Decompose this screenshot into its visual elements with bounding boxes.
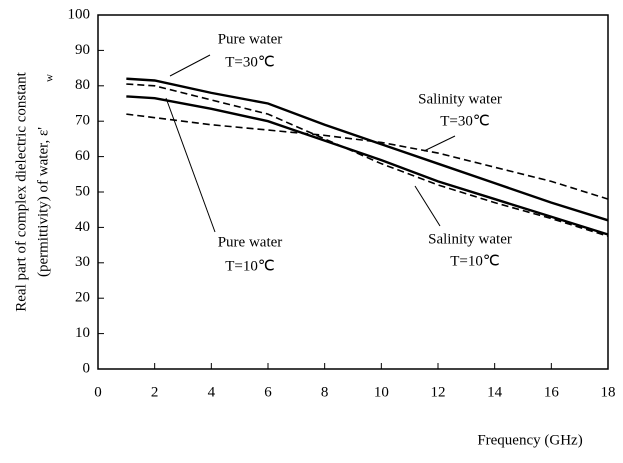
- x-tick-label: 2: [151, 384, 159, 400]
- y-axis-label-subscript: w: [44, 74, 56, 82]
- annotation: Pure water: [218, 234, 283, 250]
- x-tick-label: 0: [94, 384, 102, 400]
- y-tick-label: 30: [75, 254, 90, 270]
- annotation: T=30℃: [225, 54, 274, 70]
- series-line: [126, 95, 609, 236]
- y-tick-label: 60: [75, 148, 90, 164]
- series-line: [126, 113, 609, 200]
- y-axis-label: Real part of complex dielectric constant…: [13, 71, 55, 311]
- x-tick-label: 14: [487, 384, 503, 400]
- arrow: [414, 185, 441, 227]
- x-tick-label: 10: [374, 384, 389, 400]
- x-tick-label: 16: [544, 384, 560, 400]
- arrow: [165, 97, 216, 233]
- annotation: Pure water: [218, 31, 283, 47]
- x-tick-label: 18: [601, 384, 616, 400]
- y-tick-label: 70: [75, 113, 90, 129]
- y-tick-label: 40: [75, 219, 90, 235]
- annotation: Salinity water: [428, 231, 512, 247]
- y-tick-label: 50: [75, 183, 90, 199]
- annotation: Salinity water: [418, 91, 502, 107]
- x-tick-label: 12: [431, 384, 446, 400]
- x-tick-label: 8: [321, 384, 329, 400]
- annotation: T=10℃: [450, 253, 499, 269]
- y-axis-label-line: Real part of complex dielectric constant: [13, 71, 29, 311]
- x-tick-label: 6: [264, 384, 272, 400]
- y-tick-label: 90: [75, 42, 90, 58]
- y-tick-label: 100: [68, 6, 91, 22]
- y-tick-label: 20: [75, 290, 90, 306]
- plot-frame: [97, 14, 609, 370]
- arrow: [423, 135, 456, 152]
- arrow: [169, 54, 211, 77]
- series-line: [126, 77, 609, 222]
- annotation: T=10℃: [225, 258, 274, 274]
- x-axis-label: Frequency (GHz): [477, 432, 582, 448]
- y-tick-label: 10: [75, 325, 90, 341]
- x-tick-label: 4: [208, 384, 216, 400]
- y-tick-label: 0: [83, 360, 91, 376]
- series-line: [126, 83, 609, 238]
- y-tick-label: 80: [75, 77, 90, 93]
- annotation-arrows: [165, 54, 456, 233]
- y-axis-label-line: (permittivity) of water, ε': [35, 127, 51, 277]
- annotation: T=30℃: [440, 113, 489, 129]
